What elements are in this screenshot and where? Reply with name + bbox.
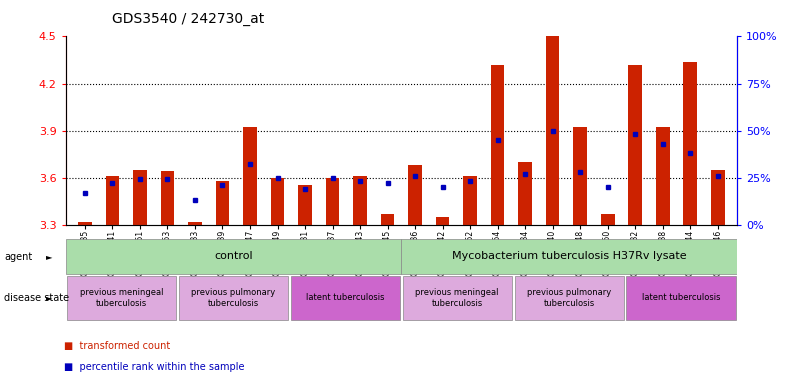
Bar [215, 181, 229, 225]
Bar [514, 276, 624, 320]
Bar [463, 176, 477, 225]
Text: disease state: disease state [4, 293, 69, 303]
Bar [628, 65, 642, 225]
Text: ■  transformed count: ■ transformed count [64, 341, 171, 351]
Bar [291, 276, 400, 320]
Bar [179, 276, 288, 320]
Bar [656, 127, 670, 225]
Text: control: control [214, 251, 253, 262]
Bar [683, 61, 697, 225]
Bar [436, 217, 449, 225]
Bar [326, 177, 340, 225]
Text: previous meningeal
tuberculosis: previous meningeal tuberculosis [416, 288, 499, 308]
Bar [403, 276, 512, 320]
Bar [409, 165, 422, 225]
Bar [298, 185, 312, 225]
Bar [491, 65, 505, 225]
Bar [271, 177, 284, 225]
Text: agent: agent [4, 252, 32, 262]
Bar [353, 176, 367, 225]
Bar [188, 222, 202, 225]
Bar [401, 239, 737, 274]
Text: GDS3540 / 242730_at: GDS3540 / 242730_at [112, 12, 264, 25]
Bar [66, 239, 401, 274]
Text: ►: ► [46, 293, 53, 302]
Bar [574, 127, 587, 225]
Text: previous pulmonary
tuberculosis: previous pulmonary tuberculosis [191, 288, 276, 308]
Text: latent tuberculosis: latent tuberculosis [642, 293, 720, 303]
Text: previous meningeal
tuberculosis: previous meningeal tuberculosis [80, 288, 163, 308]
Bar [78, 222, 92, 225]
Bar [518, 162, 532, 225]
Bar [710, 170, 725, 225]
Bar [626, 276, 735, 320]
Bar [106, 176, 119, 225]
Bar [545, 36, 559, 225]
Bar [67, 276, 176, 320]
Text: previous pulmonary
tuberculosis: previous pulmonary tuberculosis [527, 288, 611, 308]
Text: Mycobacterium tuberculosis H37Rv lysate: Mycobacterium tuberculosis H37Rv lysate [452, 251, 686, 262]
Bar [601, 214, 614, 225]
Text: latent tuberculosis: latent tuberculosis [306, 293, 384, 303]
Bar [160, 171, 175, 225]
Bar [244, 127, 257, 225]
Bar [380, 214, 394, 225]
Text: ►: ► [46, 252, 53, 261]
Bar [133, 170, 147, 225]
Text: ■  percentile rank within the sample: ■ percentile rank within the sample [64, 362, 244, 372]
